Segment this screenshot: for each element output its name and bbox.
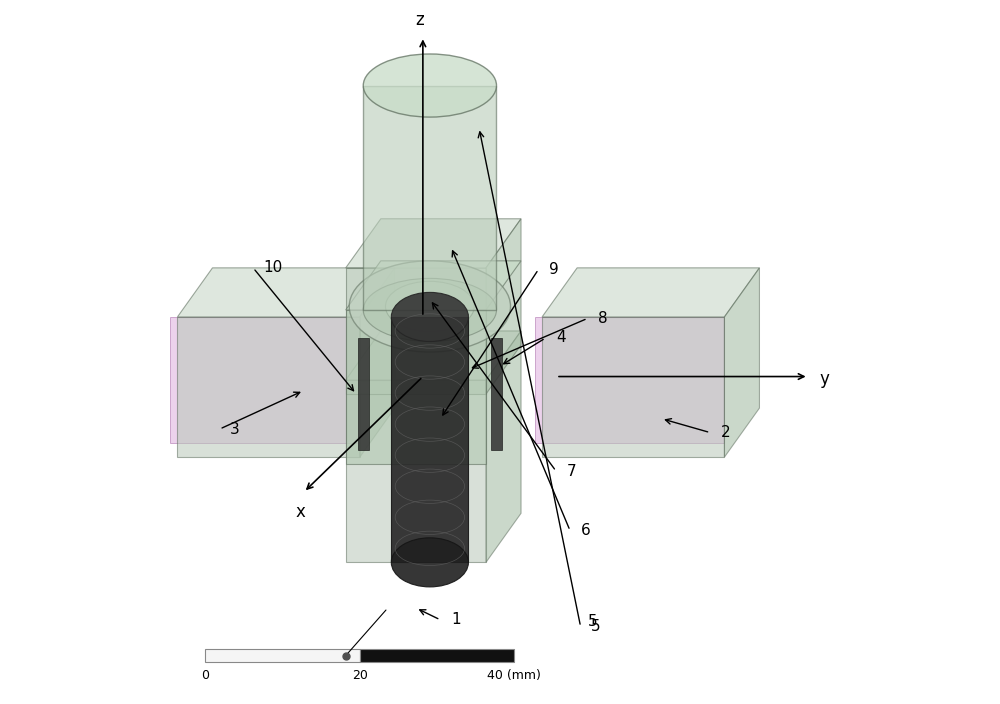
Text: 0: 0 [201,669,209,682]
Polygon shape [486,219,521,394]
Polygon shape [177,268,395,317]
Text: x: x [295,503,305,521]
Ellipse shape [349,261,511,352]
Ellipse shape [363,54,496,117]
Bar [360,649,514,662]
Polygon shape [542,317,724,457]
Text: 10: 10 [264,260,283,275]
Ellipse shape [363,278,496,341]
Polygon shape [491,338,502,450]
Text: 3: 3 [230,422,240,436]
Polygon shape [346,331,521,380]
Bar [205,649,360,662]
Polygon shape [542,268,759,317]
Ellipse shape [391,538,468,587]
Polygon shape [346,219,521,268]
Polygon shape [346,380,486,562]
Polygon shape [170,317,360,443]
Text: 40 (mm): 40 (mm) [487,669,541,682]
Text: 9: 9 [549,262,559,277]
Polygon shape [346,268,486,394]
Text: 5: 5 [591,620,601,634]
Text: 4: 4 [556,330,566,346]
Polygon shape [486,331,521,562]
Polygon shape [724,268,759,457]
Text: 2: 2 [721,425,731,440]
Text: 20: 20 [352,669,368,682]
Polygon shape [363,85,496,310]
Text: 5: 5 [588,615,597,629]
Text: 1: 1 [451,612,461,627]
Text: 8: 8 [598,311,608,326]
Text: 6: 6 [581,523,590,539]
Text: 7: 7 [567,464,576,479]
Polygon shape [177,317,360,457]
Polygon shape [358,338,369,450]
Text: y: y [819,370,829,388]
Polygon shape [535,317,724,443]
Polygon shape [346,310,486,464]
Text: z: z [415,11,424,30]
Polygon shape [391,317,468,562]
Polygon shape [346,261,521,310]
Ellipse shape [391,292,468,341]
Ellipse shape [386,282,474,332]
Polygon shape [360,268,395,457]
